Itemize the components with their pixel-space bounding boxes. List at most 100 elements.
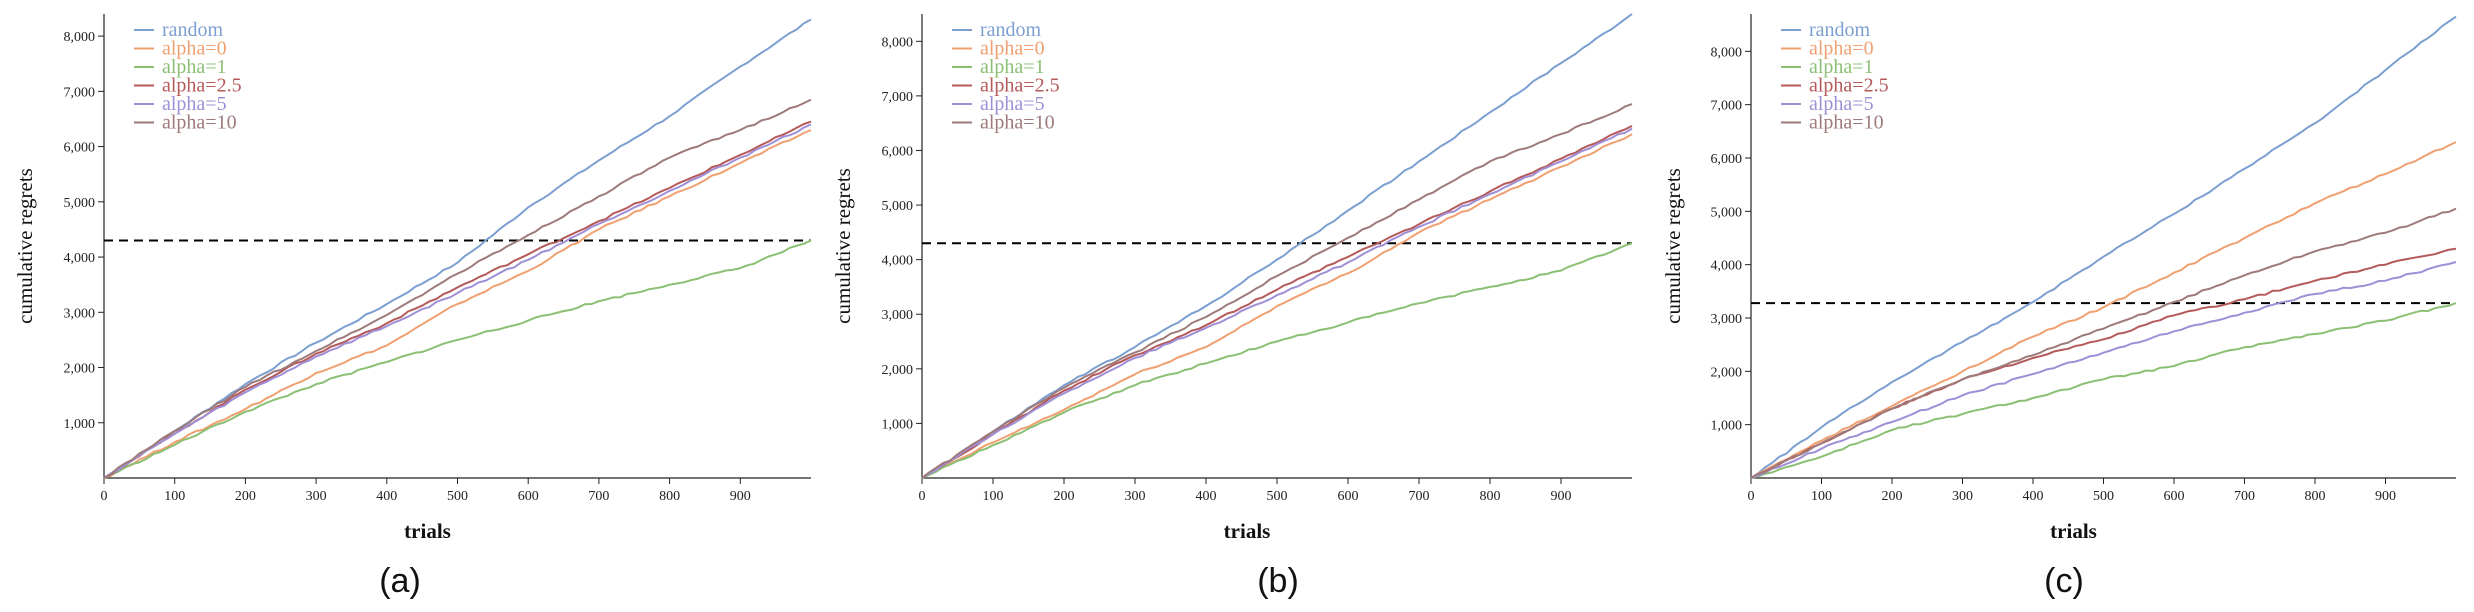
y-axis-label: cumulative regrets bbox=[1661, 168, 1685, 324]
series-line-alpha=5 bbox=[103, 123, 812, 479]
y-tick-label: 1,000 bbox=[882, 417, 914, 432]
y-tick-label: 2,000 bbox=[64, 362, 96, 377]
x-tick-label: 900 bbox=[2375, 489, 2396, 504]
y-tick-label: 4,000 bbox=[882, 254, 914, 269]
legend-label: alpha=0 bbox=[980, 38, 1045, 60]
y-tick-label: 4,000 bbox=[1711, 259, 1743, 274]
series-line-alpha=0 bbox=[921, 133, 1633, 479]
y-tick-label: 3,000 bbox=[882, 308, 914, 323]
legend-label: alpha=1 bbox=[980, 56, 1045, 78]
y-tick-label: 2,000 bbox=[882, 363, 914, 378]
x-tick-label: 200 bbox=[1054, 489, 1075, 504]
series-line-alpha=2.5 bbox=[921, 125, 1633, 479]
legend-label: alpha=5 bbox=[980, 93, 1045, 115]
series-line-alpha=5 bbox=[921, 127, 1633, 479]
series-line-alpha=1 bbox=[103, 239, 812, 479]
x-tick-label: 800 bbox=[659, 489, 680, 504]
y-tick-label: 1,000 bbox=[64, 417, 96, 432]
series-line-alpha=10 bbox=[103, 98, 812, 479]
series-line-alpha=0 bbox=[103, 129, 812, 479]
legend-label: random bbox=[980, 19, 1042, 41]
y-tick-label: 5,000 bbox=[64, 196, 96, 211]
x-tick-label: 600 bbox=[1338, 489, 1359, 504]
x-tick-label: 600 bbox=[518, 489, 539, 504]
y-tick-label: 3,000 bbox=[64, 306, 96, 321]
y-tick-label: 4,000 bbox=[64, 251, 96, 266]
series-line-alpha=5 bbox=[1750, 261, 2457, 479]
y-tick-label: 7,000 bbox=[882, 90, 914, 105]
y-tick-label: 8,000 bbox=[64, 30, 96, 45]
series-line-random bbox=[103, 18, 812, 479]
legend-label: alpha=10 bbox=[162, 112, 237, 134]
x-tick-label: 100 bbox=[983, 489, 1004, 504]
x-tick-label: 500 bbox=[1267, 489, 1288, 504]
x-tick-label: 700 bbox=[588, 489, 609, 504]
legend-label: alpha=1 bbox=[1809, 56, 1874, 78]
series-line-alpha=1 bbox=[1750, 302, 2457, 479]
y-tick-label: 8,000 bbox=[1711, 45, 1743, 60]
x-tick-label: 700 bbox=[1409, 489, 1430, 504]
legend-label: alpha=5 bbox=[162, 93, 227, 115]
y-tick-label: 6,000 bbox=[882, 144, 914, 159]
x-tick-label: 100 bbox=[1811, 489, 1832, 504]
legend-label: alpha=10 bbox=[1809, 112, 1884, 134]
x-tick-label: 500 bbox=[447, 489, 468, 504]
y-tick-label: 2,000 bbox=[1711, 365, 1743, 380]
chart-panel-2: 0 100 200 300 400 500 600 700 800 900 1,000 2,000 3,… bbox=[831, 13, 1633, 600]
legend-label: alpha=2.5 bbox=[1809, 75, 1889, 97]
series-line-alpha=10 bbox=[1750, 207, 2457, 479]
chart-panel-3: 0 100 200 300 400 500 600 700 800 900 1,000 2,000 3,… bbox=[1661, 14, 2457, 600]
legend-label: alpha=0 bbox=[162, 38, 227, 60]
x-tick-label: 100 bbox=[164, 489, 185, 504]
x-tick-label: 0 bbox=[919, 489, 926, 504]
x-tick-label: 800 bbox=[2305, 489, 2326, 504]
x-tick-label: 400 bbox=[1196, 489, 1217, 504]
series-line-alpha=0 bbox=[1750, 141, 2457, 479]
x-tick-label: 200 bbox=[235, 489, 256, 504]
x-tick-label: 600 bbox=[2164, 489, 2185, 504]
x-axis-label: trials bbox=[2050, 519, 2097, 543]
legend-label: alpha=5 bbox=[1809, 93, 1874, 115]
legend-label: random bbox=[162, 19, 224, 41]
panel-caption: (c) bbox=[2044, 562, 2084, 600]
chart-panel-1: 0 100 200 300 400 500 600 700 800 900 1,000 2,000 3,… bbox=[13, 14, 812, 600]
y-axis-label: cumulative regrets bbox=[13, 168, 37, 324]
y-tick-label: 3,000 bbox=[1711, 312, 1743, 327]
x-tick-label: 500 bbox=[2093, 489, 2114, 504]
legend-label: alpha=0 bbox=[1809, 38, 1874, 60]
panel-caption: (a) bbox=[379, 562, 421, 600]
y-tick-label: 5,000 bbox=[1711, 205, 1743, 220]
series-line-random bbox=[1750, 15, 2457, 479]
y-tick-label: 1,000 bbox=[1711, 419, 1743, 434]
x-tick-label: 300 bbox=[1125, 489, 1146, 504]
y-tick-label: 7,000 bbox=[64, 85, 96, 100]
series-line-random bbox=[921, 13, 1633, 479]
x-tick-label: 800 bbox=[1480, 489, 1501, 504]
y-tick-label: 6,000 bbox=[1711, 152, 1743, 167]
y-tick-label: 6,000 bbox=[64, 141, 96, 156]
x-tick-label: 900 bbox=[1551, 489, 1572, 504]
x-tick-label: 300 bbox=[306, 489, 327, 504]
y-tick-label: 5,000 bbox=[882, 199, 914, 214]
y-axis-label: cumulative regrets bbox=[831, 168, 855, 324]
x-tick-label: 200 bbox=[1882, 489, 1903, 504]
legend-label: random bbox=[1809, 19, 1871, 41]
legend-label: alpha=1 bbox=[162, 56, 227, 78]
x-tick-label: 400 bbox=[376, 489, 397, 504]
series-line-alpha=1 bbox=[921, 242, 1633, 479]
y-tick-label: 8,000 bbox=[882, 35, 914, 50]
x-axis-label: trials bbox=[1224, 519, 1271, 543]
x-tick-label: 0 bbox=[1748, 489, 1755, 504]
x-tick-label: 400 bbox=[2023, 489, 2044, 504]
legend-label: alpha=10 bbox=[980, 112, 1055, 134]
y-tick-label: 7,000 bbox=[1711, 99, 1743, 114]
legend-label: alpha=2.5 bbox=[162, 75, 242, 97]
legend-label: alpha=2.5 bbox=[980, 75, 1060, 97]
x-tick-label: 0 bbox=[101, 489, 108, 504]
panel-caption: (b) bbox=[1257, 562, 1299, 600]
x-tick-label: 700 bbox=[2234, 489, 2255, 504]
x-tick-label: 900 bbox=[730, 489, 751, 504]
series-line-alpha=2.5 bbox=[103, 120, 812, 479]
x-tick-label: 300 bbox=[1952, 489, 1973, 504]
